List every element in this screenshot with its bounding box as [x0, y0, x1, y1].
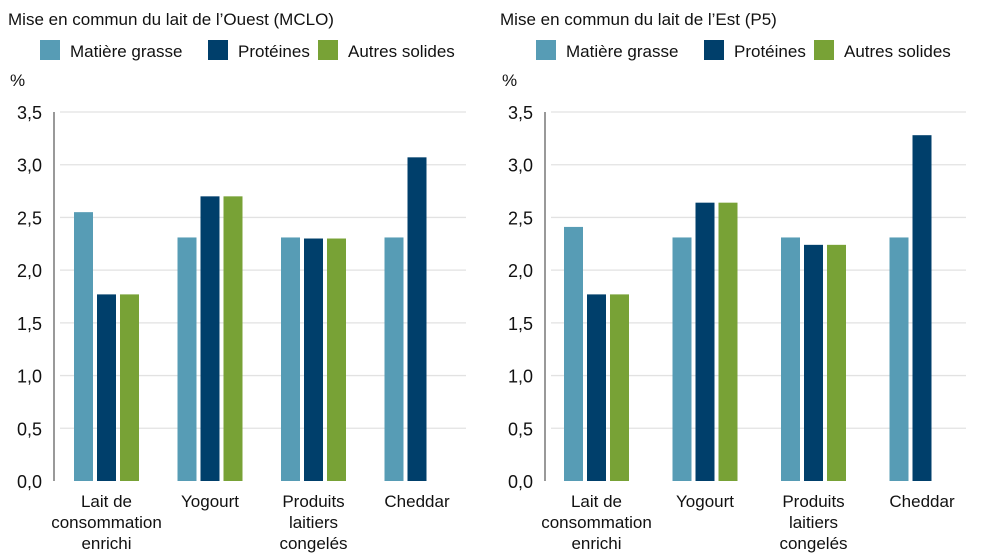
x-tick-label: enrichi: [571, 534, 621, 553]
x-tick-label: laitiers: [289, 513, 338, 532]
x-tick-label: Yogourt: [181, 492, 239, 511]
bar-autres-solides: [223, 196, 243, 482]
chart-title: Mise en commun du lait de l’Ouest (MCLO): [8, 10, 334, 29]
legend-swatch: [536, 40, 556, 60]
x-tick-label: Lait de: [81, 492, 132, 511]
x-tick-label: Produits: [782, 492, 844, 511]
x-tick-label: Cheddar: [889, 492, 955, 511]
legend-label: Protéines: [734, 42, 806, 61]
y-tick-label: 1,0: [508, 367, 533, 387]
y-tick-label: 1,5: [17, 314, 42, 334]
y-tick-label: 3,0: [508, 156, 533, 176]
bar-mati-re-grasse: [781, 237, 800, 481]
y-tick-label: 3,5: [508, 103, 533, 123]
legend-label: Matière grasse: [566, 42, 678, 61]
x-tick-label: congelés: [779, 534, 847, 553]
y-tick-label: 2,0: [508, 261, 533, 281]
bar-prot-ines: [200, 196, 220, 482]
y-tick-label: 0,0: [508, 472, 533, 492]
legend-label: Protéines: [238, 42, 310, 61]
legend-swatch: [208, 40, 228, 60]
legend-label: Matière grasse: [70, 42, 182, 61]
y-tick-label: 0,5: [17, 419, 42, 439]
bar-mati-re-grasse: [384, 237, 404, 481]
legend-label: Autres solides: [844, 42, 951, 61]
bar-prot-ines: [804, 244, 823, 481]
x-tick-label: congelés: [279, 534, 347, 553]
bar-prot-ines: [304, 238, 323, 481]
x-tick-label: Yogourt: [676, 492, 734, 511]
y-tick-label: 1,0: [17, 367, 42, 387]
bar-mati-re-grasse: [177, 237, 197, 481]
legend-swatch: [318, 40, 338, 60]
bar-mati-re-grasse: [564, 226, 583, 481]
x-tick-label: Produits: [282, 492, 344, 511]
bar-prot-ines: [97, 294, 116, 481]
x-tick-label: Cheddar: [384, 492, 450, 511]
bar-autres-solides: [718, 202, 738, 481]
y-tick-label: 2,5: [508, 208, 533, 228]
y-tick-label: 3,0: [17, 156, 42, 176]
legend-swatch: [814, 40, 834, 60]
y-tick-label: 0,5: [508, 419, 533, 439]
x-tick-label: enrichi: [81, 534, 131, 553]
chart-title: Mise en commun du lait de l’Est (P5): [500, 10, 777, 29]
y-axis-label: %: [502, 71, 517, 90]
x-tick-label: consommation: [51, 513, 162, 532]
bar-autres-solides: [827, 244, 846, 481]
y-axis-label: %: [10, 71, 25, 90]
bar-prot-ines: [695, 202, 715, 481]
y-tick-label: 2,0: [17, 261, 42, 281]
bar-autres-solides: [610, 294, 629, 481]
bar-prot-ines: [587, 294, 606, 481]
bar-mati-re-grasse: [672, 237, 692, 481]
chart-panel-0: Mise en commun du lait de l’Ouest (MCLO)…: [8, 10, 466, 553]
bar-mati-re-grasse: [281, 237, 300, 481]
bar-mati-re-grasse: [74, 212, 93, 481]
bar-autres-solides: [327, 238, 346, 481]
bar-prot-ines: [912, 135, 932, 482]
y-tick-label: 3,5: [17, 103, 42, 123]
chart-panel-1: Mise en commun du lait de l’Est (P5) Mati…: [500, 10, 966, 553]
bar-autres-solides: [120, 294, 139, 481]
legend-label: Autres solides: [348, 42, 455, 61]
bar-mati-re-grasse: [889, 237, 909, 481]
x-tick-label: laitiers: [789, 513, 838, 532]
y-tick-label: 2,5: [17, 208, 42, 228]
x-tick-label: Lait de: [571, 492, 622, 511]
legend-swatch: [40, 40, 60, 60]
bar-prot-ines: [407, 157, 427, 481]
x-tick-label: consommation: [541, 513, 652, 532]
y-tick-label: 0,0: [17, 472, 42, 492]
y-tick-label: 1,5: [508, 314, 533, 334]
legend-swatch: [704, 40, 724, 60]
